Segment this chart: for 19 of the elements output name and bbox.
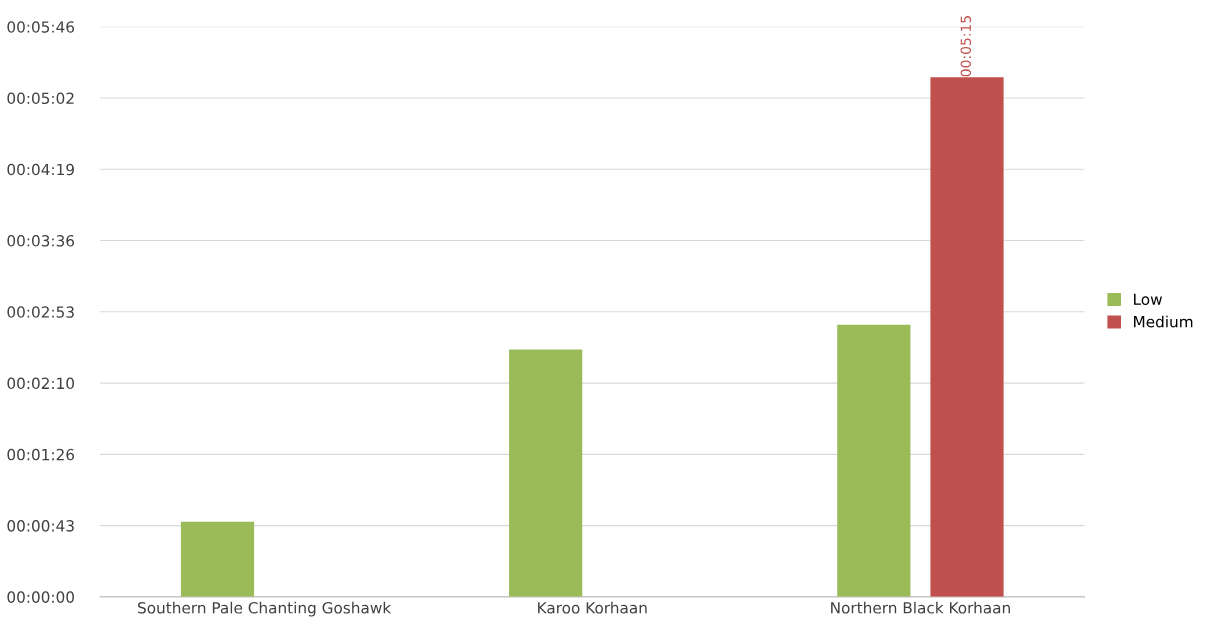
y-tick-label: 00:00:00 <box>7 591 74 603</box>
y-tick-label: 00:03:36 <box>7 235 75 247</box>
y-tick-label: 00:05:02 <box>7 92 74 105</box>
y-tick-label: 00:05:46 <box>7 21 75 33</box>
bar <box>930 77 1004 597</box>
data-label: 00:05:15 <box>960 16 972 77</box>
legend-label: Medium <box>1134 315 1193 328</box>
y-tick-label: 00:04:19 <box>7 163 74 176</box>
bar <box>180 521 255 597</box>
x-tick-label: Northern Black Korhaan <box>831 601 1010 614</box>
bar <box>837 324 911 597</box>
x-tick-label: Karoo Korhaan <box>538 601 647 614</box>
y-tick-label: 00:00:43 <box>7 520 74 532</box>
y-tick-label: 00:02:53 <box>7 306 74 318</box>
y-tick-label: 00:01:26 <box>7 448 75 461</box>
x-tick-label: Southern Pale Chanting Goshawk <box>138 601 392 617</box>
bar <box>509 349 583 597</box>
legend-label: Low <box>1134 293 1162 306</box>
y-tick-label: 00:02:10 <box>7 377 74 390</box>
